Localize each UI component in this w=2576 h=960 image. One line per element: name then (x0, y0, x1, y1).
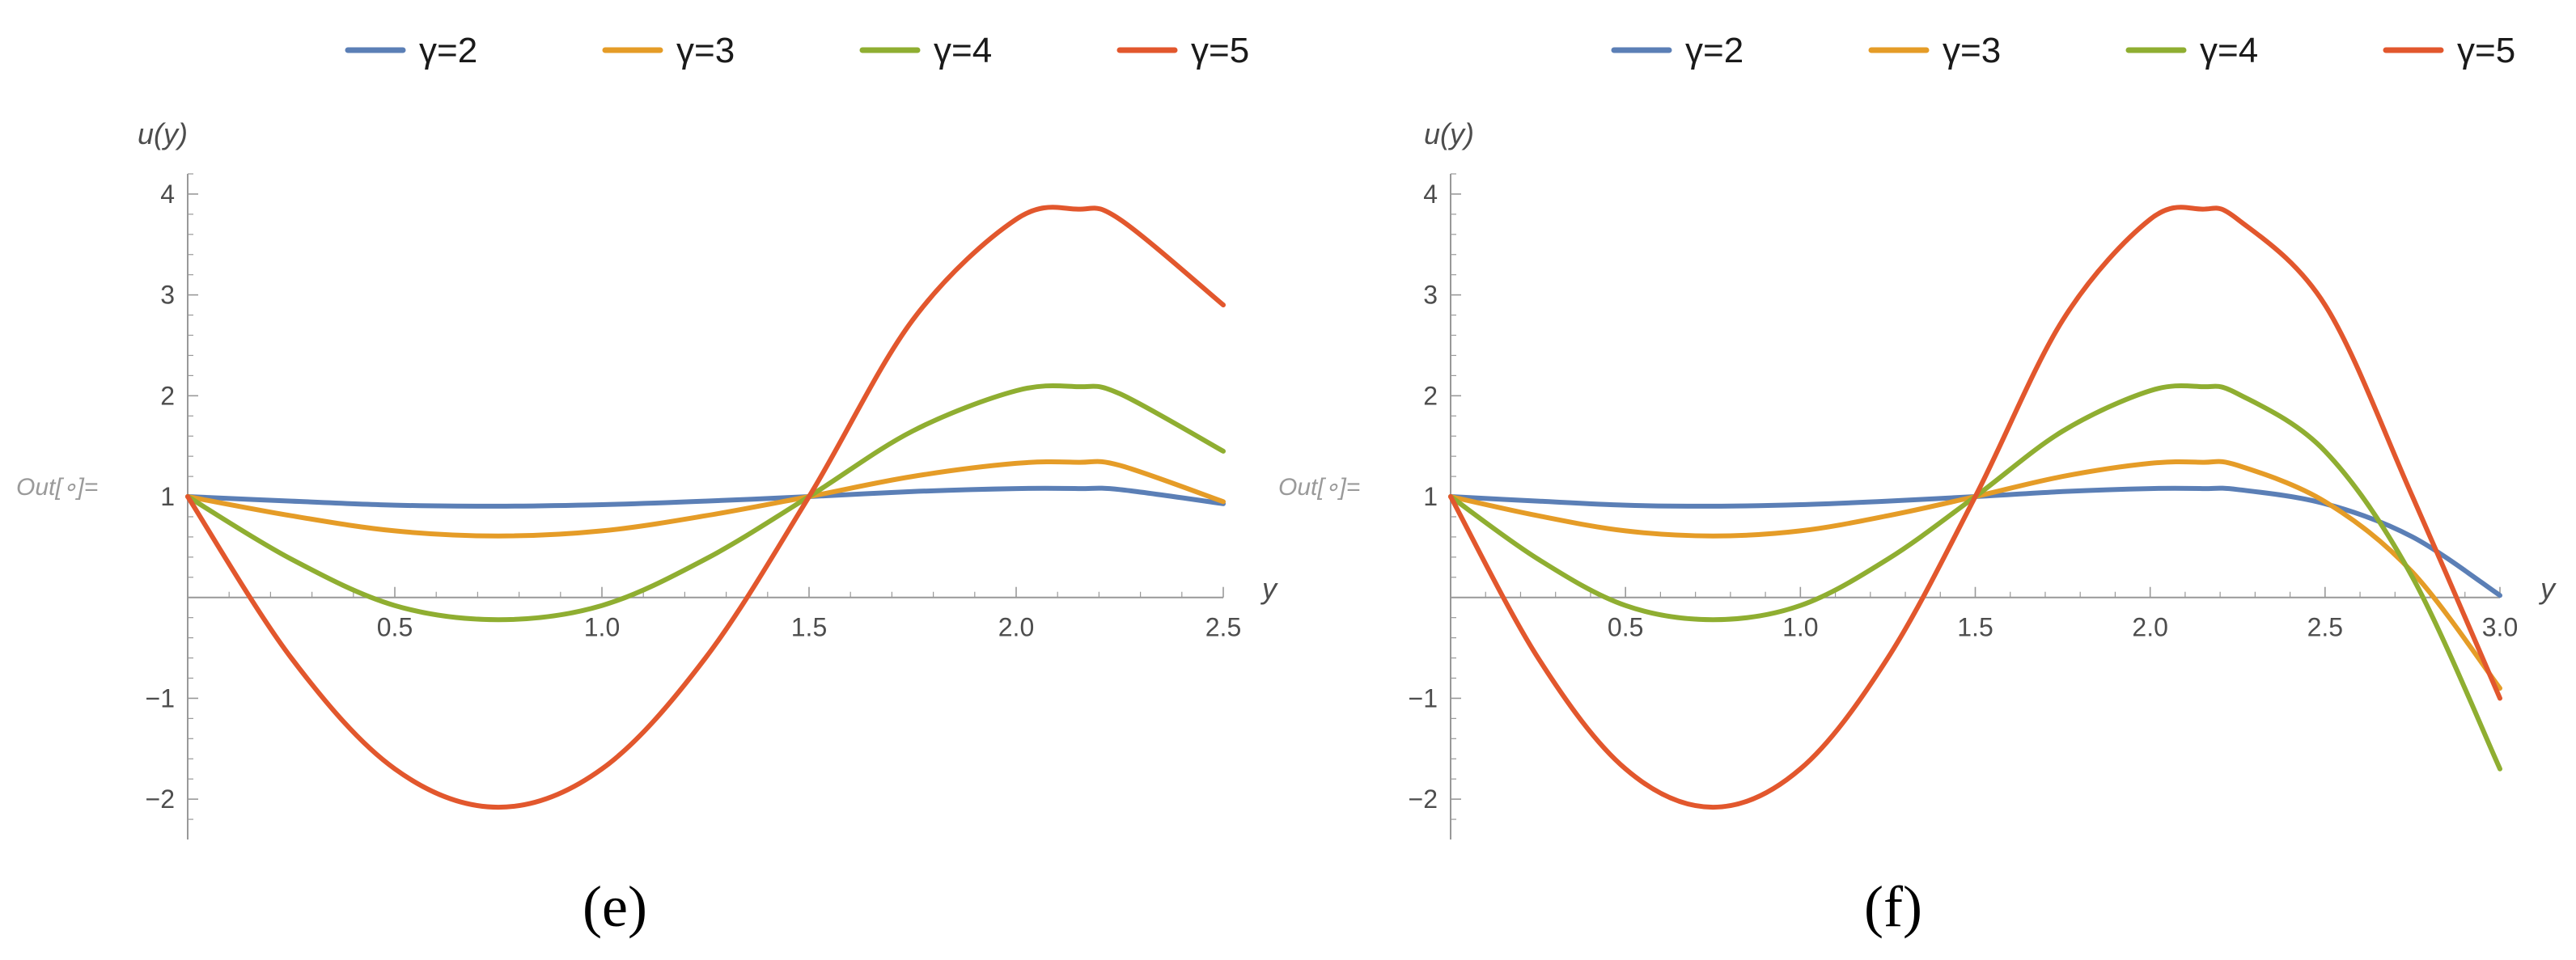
panel-f-legend-label-gamma-4: γ=4 (2200, 31, 2258, 70)
panel-f-legend-label-gamma-2: γ=2 (1685, 31, 1743, 70)
panel-e-x-axis-label: y (1260, 572, 1278, 605)
panel-f-series-line-gamma-2 (1448, 485, 2502, 598)
panel-f-out-label: Out[∘]= (1278, 474, 1360, 501)
panel-e-legend-label-gamma-3: γ=3 (676, 31, 735, 70)
panel-e-y-tick-label: 3 (160, 281, 175, 310)
panel-e-y-tick-label: −2 (146, 784, 175, 814)
panel-e-legend-label-gamma-4: γ=4 (934, 31, 992, 70)
panel-e-series-line-gamma-2 (185, 485, 1226, 509)
panel-e-x-tick-label: 1.0 (584, 613, 620, 642)
panel-e-out-label: Out[∘]= (16, 474, 98, 501)
panel-f-y-axis-label: u(y) (1424, 117, 1474, 150)
panel-e-series-line-gamma-5 (185, 205, 1226, 810)
panel-e-series-line-gamma-4 (185, 383, 1226, 623)
panel-f-series-line-gamma-5 (1448, 205, 2502, 810)
panel-e-y-tick-label: 1 (160, 482, 175, 511)
panel-f-x-tick-label: 1.5 (1957, 613, 1993, 642)
panel-e-panel-label: (e) (583, 874, 647, 939)
panel-f-legend-label-gamma-3: γ=3 (1943, 31, 2001, 70)
panel-e-x-tick-label: 1.5 (791, 613, 827, 642)
panel-f-y-tick-label: 2 (1423, 381, 1438, 410)
panel-e-legend-label-gamma-5: γ=5 (1191, 31, 1249, 70)
panel-f-x-tick-label: 1.0 (1782, 613, 1818, 642)
panel-f-y-tick-label: 1 (1423, 482, 1438, 511)
panel-f-y-tick-label: −2 (1409, 784, 1438, 814)
panel-f-legend-label-gamma-5: γ=5 (2457, 31, 2515, 70)
panel-f-x-axis-label: y (2538, 572, 2557, 605)
panel-e-legend-label-gamma-2: γ=2 (419, 31, 477, 70)
panel-e-y-tick-label: 4 (160, 180, 175, 209)
panel-e-y-tick-label: 2 (160, 381, 175, 410)
panel-f-y-tick-label: 4 (1423, 180, 1438, 209)
panel-f-panel-label: (f) (1864, 874, 1922, 939)
panel-e-y-tick-label: −1 (146, 683, 175, 713)
panel-f-y-tick-label: −1 (1409, 683, 1438, 713)
panel-f-x-tick-label: 2.0 (2132, 613, 2167, 642)
panel-e-y-axis-label: u(y) (138, 117, 188, 150)
panel-e-x-tick-label: 2.0 (998, 613, 1034, 642)
panel-e-x-tick-label: 2.5 (1205, 613, 1241, 642)
panel-f-x-tick-label: 3.0 (2482, 613, 2518, 642)
panel-f-series-line-gamma-3 (1448, 459, 2502, 691)
panel-e-series-line-gamma-3 (185, 459, 1226, 539)
panel-f-y-tick-label: 3 (1423, 281, 1438, 310)
panel-f-x-tick-label: 2.5 (2307, 613, 2343, 642)
panel-e-x-tick-label: 0.5 (377, 613, 413, 642)
panel-f-series-line-gamma-4 (1448, 383, 2502, 772)
panel-f-x-tick-label: 0.5 (1608, 613, 1643, 642)
